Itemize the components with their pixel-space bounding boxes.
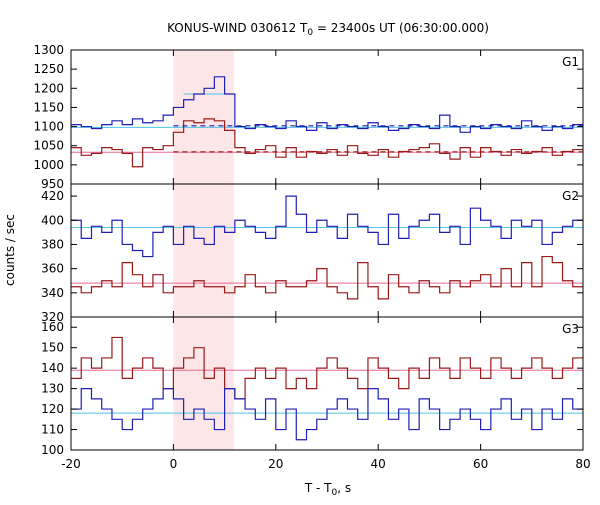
panel-label-g2: G2 <box>562 189 579 203</box>
frame-layer <box>70 49 584 451</box>
x-tick-label: -20 <box>61 457 81 471</box>
panel-label-g3: G3 <box>562 322 579 336</box>
x-axis-label: T - T0, s <box>304 481 351 498</box>
y-tick-label: 360 <box>41 262 64 276</box>
highlight-band-g1 <box>173 50 234 184</box>
count-series-g1-0 <box>71 76 583 133</box>
y-tick-label: 100 <box>41 443 64 457</box>
panel-frame-g3 <box>70 316 584 451</box>
y-tick-label: 380 <box>41 237 64 251</box>
highlight-layer <box>173 50 234 450</box>
panel-frame-g2 <box>70 183 584 318</box>
y-tick-label: 400 <box>41 213 64 227</box>
panel-frame-g1 <box>70 49 584 185</box>
y-tick-label: 140 <box>41 361 64 375</box>
y-tick-label: 120 <box>41 402 64 416</box>
y-tick-label: 110 <box>41 423 64 437</box>
y-axis-label: counts / sec <box>3 214 17 286</box>
data-layer <box>71 76 583 441</box>
y-tick-label: 1200 <box>33 81 64 95</box>
y-tick-label: 1000 <box>33 158 64 172</box>
x-tick-label: 80 <box>575 457 590 471</box>
y-tick-label: 160 <box>41 320 64 334</box>
chart-title: KONUS-WIND 030612 T0 = 23400s UT (06:30:… <box>167 21 489 38</box>
y-tick-label: 320 <box>41 310 64 324</box>
y-tick-label: 1050 <box>33 139 64 153</box>
panel-label-g1: G1 <box>562 55 579 69</box>
y-tick-label: 950 <box>41 177 64 191</box>
y-tick-label: 150 <box>41 341 64 355</box>
highlight-band-g2 <box>173 184 234 317</box>
panel-g3-data <box>71 336 583 441</box>
panel-g2-data <box>71 195 583 300</box>
text-layer: KONUS-WIND 030612 T0 = 23400s UT (06:30:… <box>3 21 591 498</box>
y-tick-label: 1150 <box>33 100 64 114</box>
y-tick-label: 340 <box>41 286 64 300</box>
y-tick-label: 130 <box>41 382 64 396</box>
count-series-g3-0 <box>71 336 583 400</box>
y-tick-label: 1250 <box>33 62 64 76</box>
x-tick-label: 60 <box>473 457 488 471</box>
count-series-g3-1 <box>71 388 583 441</box>
x-tick-label: 20 <box>268 457 283 471</box>
y-tick-label: 420 <box>41 189 64 203</box>
count-series-g2-0 <box>71 195 583 258</box>
x-tick-label: 0 <box>170 457 178 471</box>
x-tick-label: 40 <box>371 457 386 471</box>
y-tick-label: 1300 <box>33 43 64 57</box>
y-tick-label: 1100 <box>33 120 64 134</box>
panel-g1-data <box>71 76 583 168</box>
highlight-band-g3 <box>173 317 234 450</box>
count-series-g2-1 <box>71 255 583 300</box>
